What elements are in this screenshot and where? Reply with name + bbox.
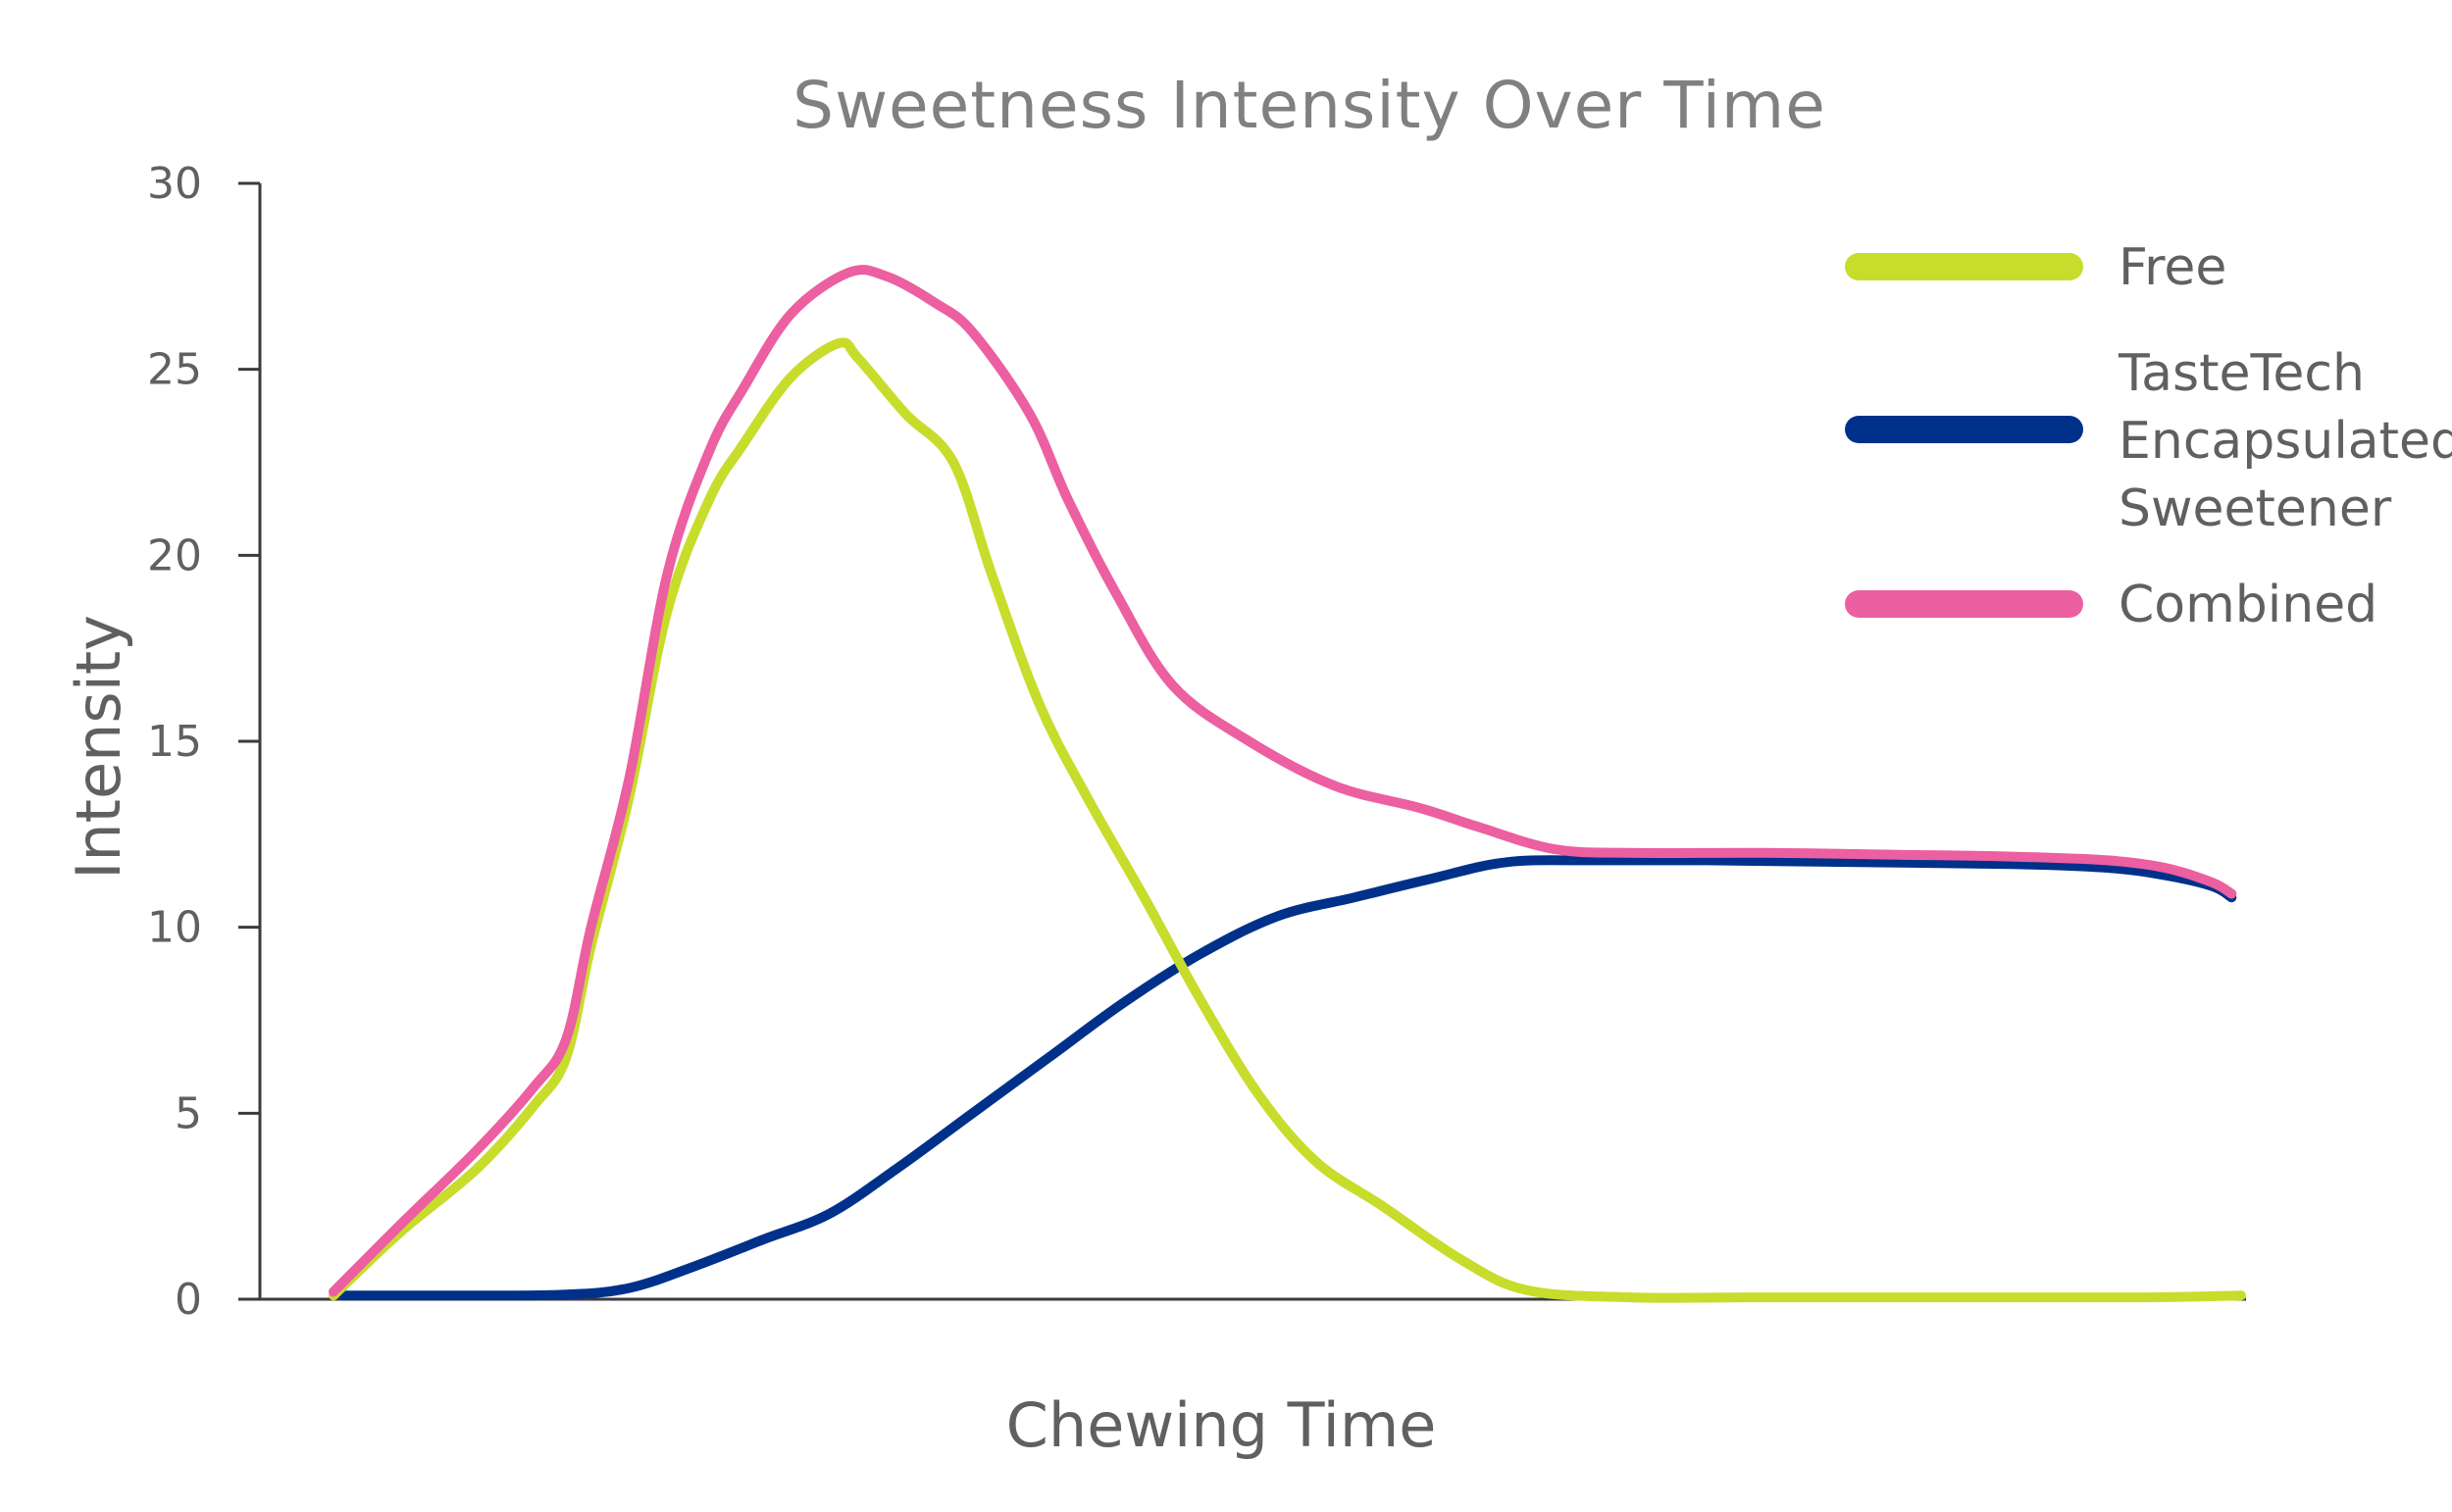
legend: Free TasteTech Encapsulated Sweetener Combin… <box>1845 238 2452 634</box>
y-tick-label: 0 <box>175 1275 202 1325</box>
y-axis-label: Intensity <box>63 615 134 880</box>
y-tick-label: 15 <box>147 717 202 767</box>
series-line-combined <box>329 265 2237 1297</box>
legend-label: TasteTech Encapsulated Sweetener <box>2118 344 2452 538</box>
legend-item-free: Free <box>1845 238 2226 297</box>
series-line-encapsulated <box>337 855 2237 1301</box>
legend-item-encapsulated: TasteTech Encapsulated Sweetener <box>1845 344 2452 538</box>
legend-label: Combined <box>2119 576 2377 634</box>
y-axis-ticks: 0 5 10 15 20 25 30 <box>147 159 260 1325</box>
y-tick-label: 5 <box>175 1088 202 1138</box>
y-tick-label: 30 <box>147 159 202 209</box>
y-tick-label: 25 <box>147 345 202 395</box>
y-tick-label: 10 <box>147 903 202 953</box>
chart-title: Sweetness Intensity Over Time <box>792 68 1826 143</box>
series-lines <box>329 265 2246 1303</box>
y-tick-label: 20 <box>147 530 202 580</box>
legend-item-combined: Combined <box>1845 576 2377 634</box>
x-axis-label: Chewing Time <box>1006 1389 1437 1461</box>
legend-label: Free <box>2119 238 2226 297</box>
